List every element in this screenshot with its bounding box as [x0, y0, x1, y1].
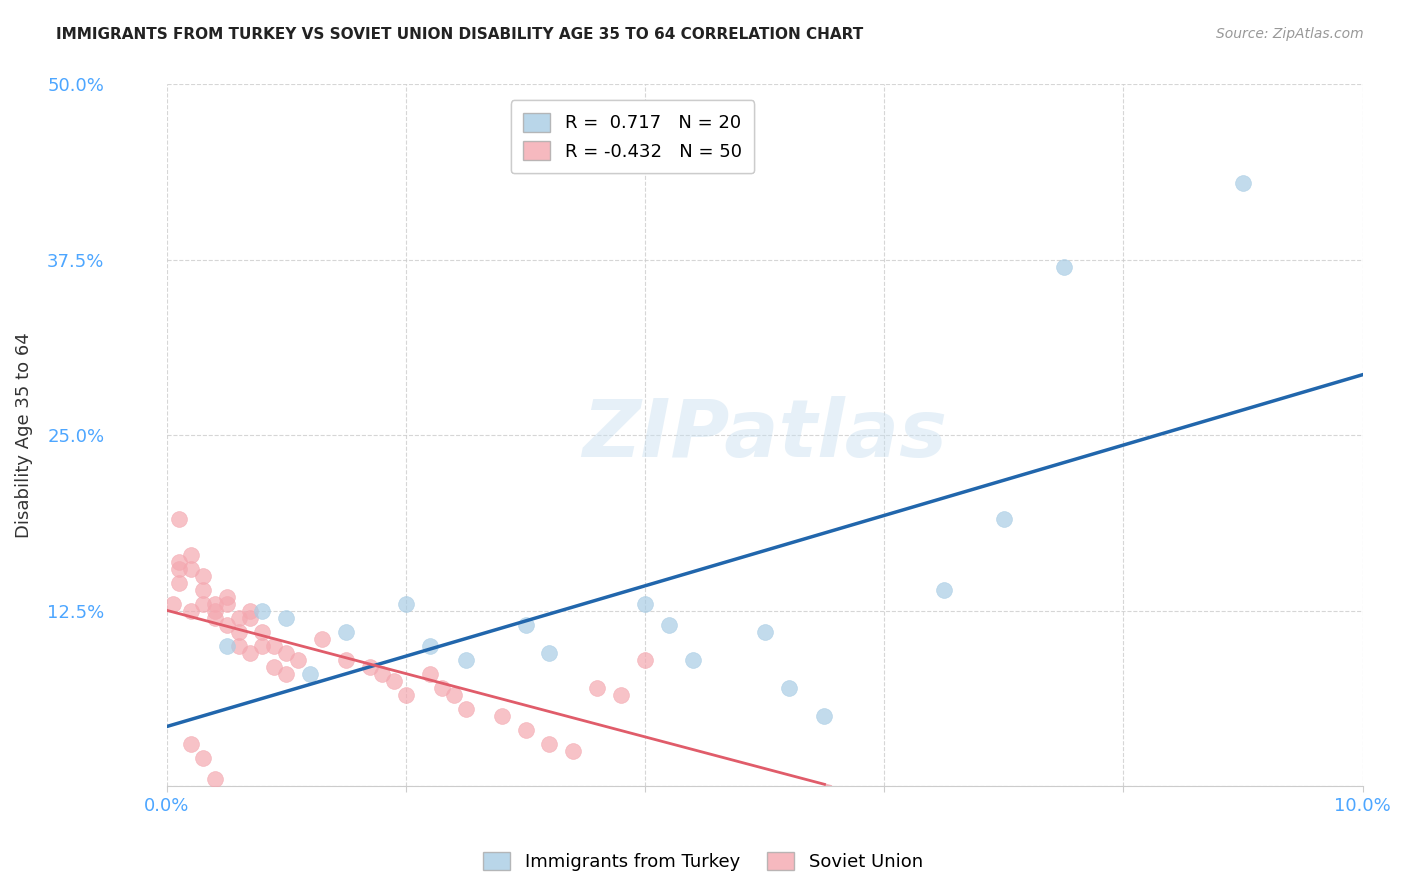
Point [610, 688, 633, 702]
Point [359, 660, 381, 674]
Point [191, 597, 214, 611]
Point [454, 702, 477, 716]
Point [162, 597, 184, 611]
Point [215, 639, 238, 653]
Point [276, 666, 298, 681]
Text: Source: ZipAtlas.com: Source: ZipAtlas.com [1216, 27, 1364, 41]
Point [287, 653, 309, 667]
Point [215, 597, 238, 611]
Point [443, 688, 465, 702]
Point [778, 681, 800, 695]
Point [932, 582, 955, 597]
Point [299, 666, 322, 681]
Point [419, 639, 441, 653]
Point [191, 751, 214, 765]
Point [586, 681, 609, 695]
Point [993, 512, 1015, 526]
Point [191, 582, 214, 597]
Point [430, 681, 453, 695]
Point [204, 772, 226, 786]
Point [276, 646, 298, 660]
Point [515, 617, 537, 632]
Point [191, 568, 214, 582]
Text: ZIPatlas: ZIPatlas [582, 396, 948, 475]
Point [658, 617, 681, 632]
Point [252, 624, 274, 639]
Point [239, 646, 262, 660]
Point [215, 617, 238, 632]
Point [562, 744, 585, 758]
Point [1053, 260, 1076, 274]
Point [204, 597, 226, 611]
Point [276, 611, 298, 625]
Point [813, 709, 835, 723]
Point [538, 646, 561, 660]
Point [395, 597, 418, 611]
Point [454, 653, 477, 667]
Point [167, 575, 190, 590]
Point [252, 639, 274, 653]
Point [371, 666, 394, 681]
Point [335, 653, 357, 667]
Point [228, 624, 250, 639]
Legend: R =  0.717   N = 20, R = -0.432   N = 50: R = 0.717 N = 20, R = -0.432 N = 50 [510, 101, 755, 173]
Point [180, 737, 202, 751]
Point [754, 624, 776, 639]
Point [180, 604, 202, 618]
Point [395, 688, 418, 702]
Point [228, 611, 250, 625]
Point [239, 611, 262, 625]
Point [263, 660, 285, 674]
Point [239, 604, 262, 618]
Y-axis label: Disability Age 35 to 64: Disability Age 35 to 64 [15, 333, 32, 538]
Point [167, 555, 190, 569]
Point [634, 597, 657, 611]
Point [167, 561, 190, 575]
Point [311, 632, 333, 646]
Text: IMMIGRANTS FROM TURKEY VS SOVIET UNION DISABILITY AGE 35 TO 64 CORRELATION CHART: IMMIGRANTS FROM TURKEY VS SOVIET UNION D… [56, 27, 863, 42]
Point [204, 604, 226, 618]
Point [228, 639, 250, 653]
Point [252, 604, 274, 618]
Point [215, 590, 238, 604]
Point [180, 561, 202, 575]
Legend: Immigrants from Turkey, Soviet Union: Immigrants from Turkey, Soviet Union [477, 845, 929, 879]
Point [335, 624, 357, 639]
Point [263, 639, 285, 653]
Point [491, 709, 513, 723]
Point [538, 737, 561, 751]
Point [419, 666, 441, 681]
Point [167, 512, 190, 526]
Point [1232, 176, 1254, 190]
Point [180, 548, 202, 562]
Point [382, 673, 405, 688]
Point [682, 653, 704, 667]
Point [515, 723, 537, 737]
Point [204, 611, 226, 625]
Point [634, 653, 657, 667]
